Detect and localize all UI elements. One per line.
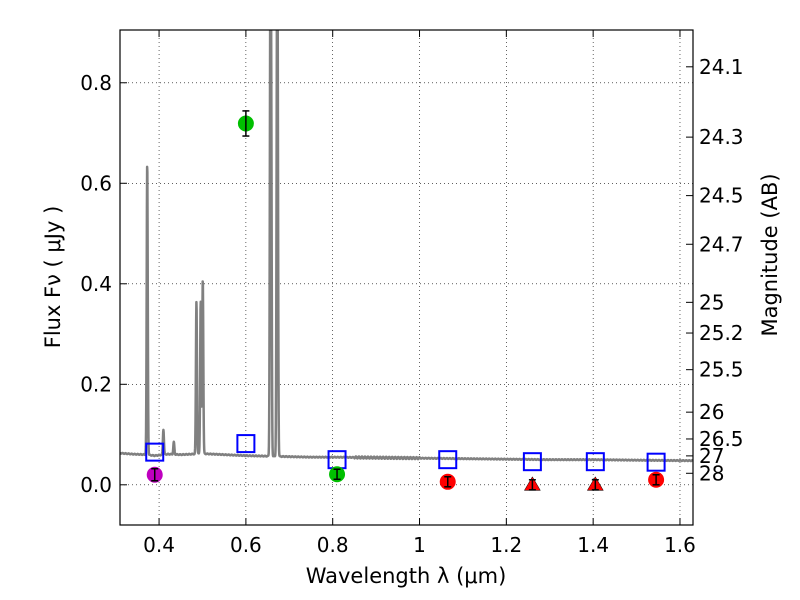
mag-tick-label: 28	[699, 461, 724, 485]
y-tick-label: 0.4	[80, 272, 112, 296]
mag-tick-label: 26.5	[699, 427, 744, 451]
mag-tick-label: 25	[699, 290, 724, 314]
x-tick-label: 1	[413, 533, 426, 557]
x-axis-label: Wavelength λ (μm)	[306, 564, 507, 588]
plot-frame	[119, 29, 694, 526]
axis-ticks: 0.4 0.6 0.8 1 1.2 1.4 1.6 0.0 0.2 0.4 0.6 0.8 24.1 24…	[80, 30, 744, 557]
y-tick-label: 0.8	[80, 71, 112, 95]
model-spectrum-line	[120, 30, 693, 463]
synthetic-flux-square	[145, 442, 165, 462]
plot-background	[120, 30, 693, 525]
x-tick-label: 1.4	[577, 533, 609, 557]
x-tick-label: 0.4	[143, 533, 175, 557]
y2-axis-label: Magnitude (AB)	[758, 173, 782, 336]
x-tick-label: 1.2	[490, 533, 522, 557]
mag-tick-label: 24.1	[699, 55, 744, 79]
synthetic-flux-square	[438, 450, 458, 470]
x-tick-label: 1.6	[664, 533, 696, 557]
x-tick-label: 0.8	[317, 533, 349, 557]
synthetic-flux-square	[646, 452, 666, 472]
mag-tick-label: 24.3	[699, 125, 744, 149]
grid-lines	[120, 30, 693, 525]
mag-tick-label: 24.5	[699, 184, 744, 208]
mag-tick-label: 25.2	[699, 321, 744, 345]
mag-tick-label: 27	[699, 444, 724, 468]
data-points-layer	[145, 110, 666, 491]
mag-tick-label: 25.5	[699, 358, 744, 382]
synthetic-flux-square	[236, 434, 256, 454]
y-axis-label: Flux Fν ( μJy )	[41, 206, 65, 349]
y-tick-label: 0.0	[80, 473, 112, 497]
y-tick-label: 0.2	[80, 372, 112, 396]
y-tick-label: 0.6	[80, 171, 112, 195]
mag-tick-label: 26	[699, 400, 724, 424]
synthetic-flux-square	[585, 452, 605, 472]
model-spectrum-layer	[120, 30, 693, 463]
x-tick-label: 0.6	[230, 533, 262, 557]
mag-tick-label: 24.7	[699, 232, 744, 256]
synthetic-flux-square	[522, 452, 542, 472]
